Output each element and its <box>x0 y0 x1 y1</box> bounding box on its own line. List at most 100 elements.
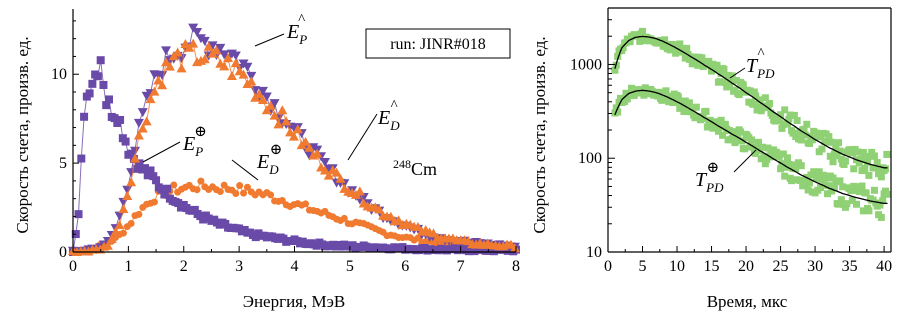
decay-point <box>870 186 878 194</box>
data-point <box>199 54 210 64</box>
decay-point <box>698 54 706 62</box>
data-point <box>174 199 183 208</box>
data-point <box>141 116 152 126</box>
y-tick-label: 10 <box>586 244 602 261</box>
decay-point <box>692 103 700 111</box>
decay-point <box>756 96 764 104</box>
run-id-box <box>365 28 511 59</box>
data-point <box>140 164 149 173</box>
y-tick-label: 1000 <box>570 56 602 73</box>
data-point <box>254 89 265 99</box>
decay-point <box>830 184 838 192</box>
data-point <box>323 170 334 180</box>
decay-point <box>876 201 884 209</box>
data-point <box>265 100 276 110</box>
decay-point <box>828 138 836 146</box>
decay-point <box>861 164 869 172</box>
x-tick-label: 10 <box>669 258 685 275</box>
data-point <box>203 41 214 51</box>
decay-point <box>843 200 851 208</box>
fit-line-1 <box>614 89 888 205</box>
decay-point <box>801 131 809 139</box>
x-tick-label: 15 <box>704 258 720 275</box>
x-tick-label: 5 <box>346 258 354 275</box>
data-point <box>114 211 125 221</box>
decay-point <box>676 40 684 48</box>
data-point <box>232 190 240 198</box>
data-point <box>149 86 160 96</box>
series-label-tpd-bot: TPD⊕ <box>695 160 724 195</box>
run-id-label: run: JINR#018 <box>390 36 486 53</box>
data-point <box>188 38 199 48</box>
decay-series-1 <box>611 84 891 221</box>
decay-point <box>847 187 855 195</box>
decay-point <box>768 111 776 119</box>
data-point <box>150 198 158 206</box>
decay-point <box>612 104 620 112</box>
decay-point <box>731 139 739 147</box>
decay-point <box>681 97 689 105</box>
data-point <box>172 47 183 57</box>
decay-point <box>721 120 729 128</box>
right-axes: 0 5 10 15 20 25 30 35 40 10 100 1000 <box>570 7 892 275</box>
decay-point <box>836 147 844 155</box>
data-point <box>104 95 113 104</box>
data-point <box>331 167 342 177</box>
data-point <box>74 210 83 219</box>
decay-point <box>803 120 811 128</box>
data-point <box>114 220 125 230</box>
decay-point <box>759 143 767 151</box>
decay-point <box>792 165 800 173</box>
decay-point <box>739 81 747 89</box>
decay-point <box>783 154 791 162</box>
decay-point <box>750 88 758 96</box>
decay-point <box>775 117 783 125</box>
series-label-ep-bot: EP⊕ <box>182 124 207 159</box>
x-tick-label: 25 <box>773 258 789 275</box>
data-point <box>246 76 257 86</box>
x-tick-label: 1 <box>124 258 132 275</box>
series-line-2 <box>72 60 517 253</box>
decay-point <box>825 133 833 141</box>
decay-point <box>777 165 785 173</box>
data-point <box>374 204 385 214</box>
data-point <box>281 116 292 126</box>
x-tick-label: 0 <box>69 258 77 275</box>
data-point <box>119 229 127 237</box>
decay-point <box>866 152 874 160</box>
decay-point <box>674 93 682 101</box>
data-point <box>85 89 94 98</box>
data-point <box>137 123 148 133</box>
decay-point <box>873 158 881 166</box>
decay-point <box>832 145 840 153</box>
data-point <box>219 61 230 71</box>
decay-point <box>850 165 858 173</box>
data-point <box>242 62 253 72</box>
decay-point <box>790 111 798 119</box>
data-point <box>99 80 108 89</box>
data-point <box>226 70 237 80</box>
data-point <box>319 158 330 168</box>
fit-line-0 <box>614 35 888 169</box>
data-point <box>230 58 241 68</box>
decay-point <box>749 143 757 151</box>
decay-point <box>778 124 786 132</box>
decay-point <box>821 181 829 189</box>
decay-point <box>829 158 837 166</box>
decay-point <box>775 152 783 160</box>
x-tick-label: 0 <box>604 258 612 275</box>
decay-point <box>806 139 814 147</box>
data-point <box>207 41 218 51</box>
data-point <box>304 142 315 152</box>
decay-point <box>781 172 789 180</box>
data-point <box>269 99 280 109</box>
decay-point <box>804 186 812 194</box>
decay-point <box>719 131 727 139</box>
data-point <box>110 226 121 236</box>
data-point <box>161 46 172 56</box>
decay-point <box>852 200 860 208</box>
x-tick-label: 35 <box>842 258 858 275</box>
data-point <box>122 190 133 200</box>
data-point <box>133 130 144 140</box>
decay-point <box>720 65 728 73</box>
